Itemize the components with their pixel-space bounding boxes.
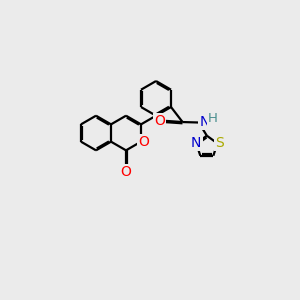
Text: O: O	[138, 135, 149, 149]
Text: H: H	[208, 112, 218, 125]
Text: N: N	[191, 136, 202, 150]
Text: N: N	[199, 115, 210, 129]
Text: S: S	[215, 136, 224, 150]
Text: O: O	[154, 114, 165, 128]
Text: O: O	[121, 165, 131, 179]
